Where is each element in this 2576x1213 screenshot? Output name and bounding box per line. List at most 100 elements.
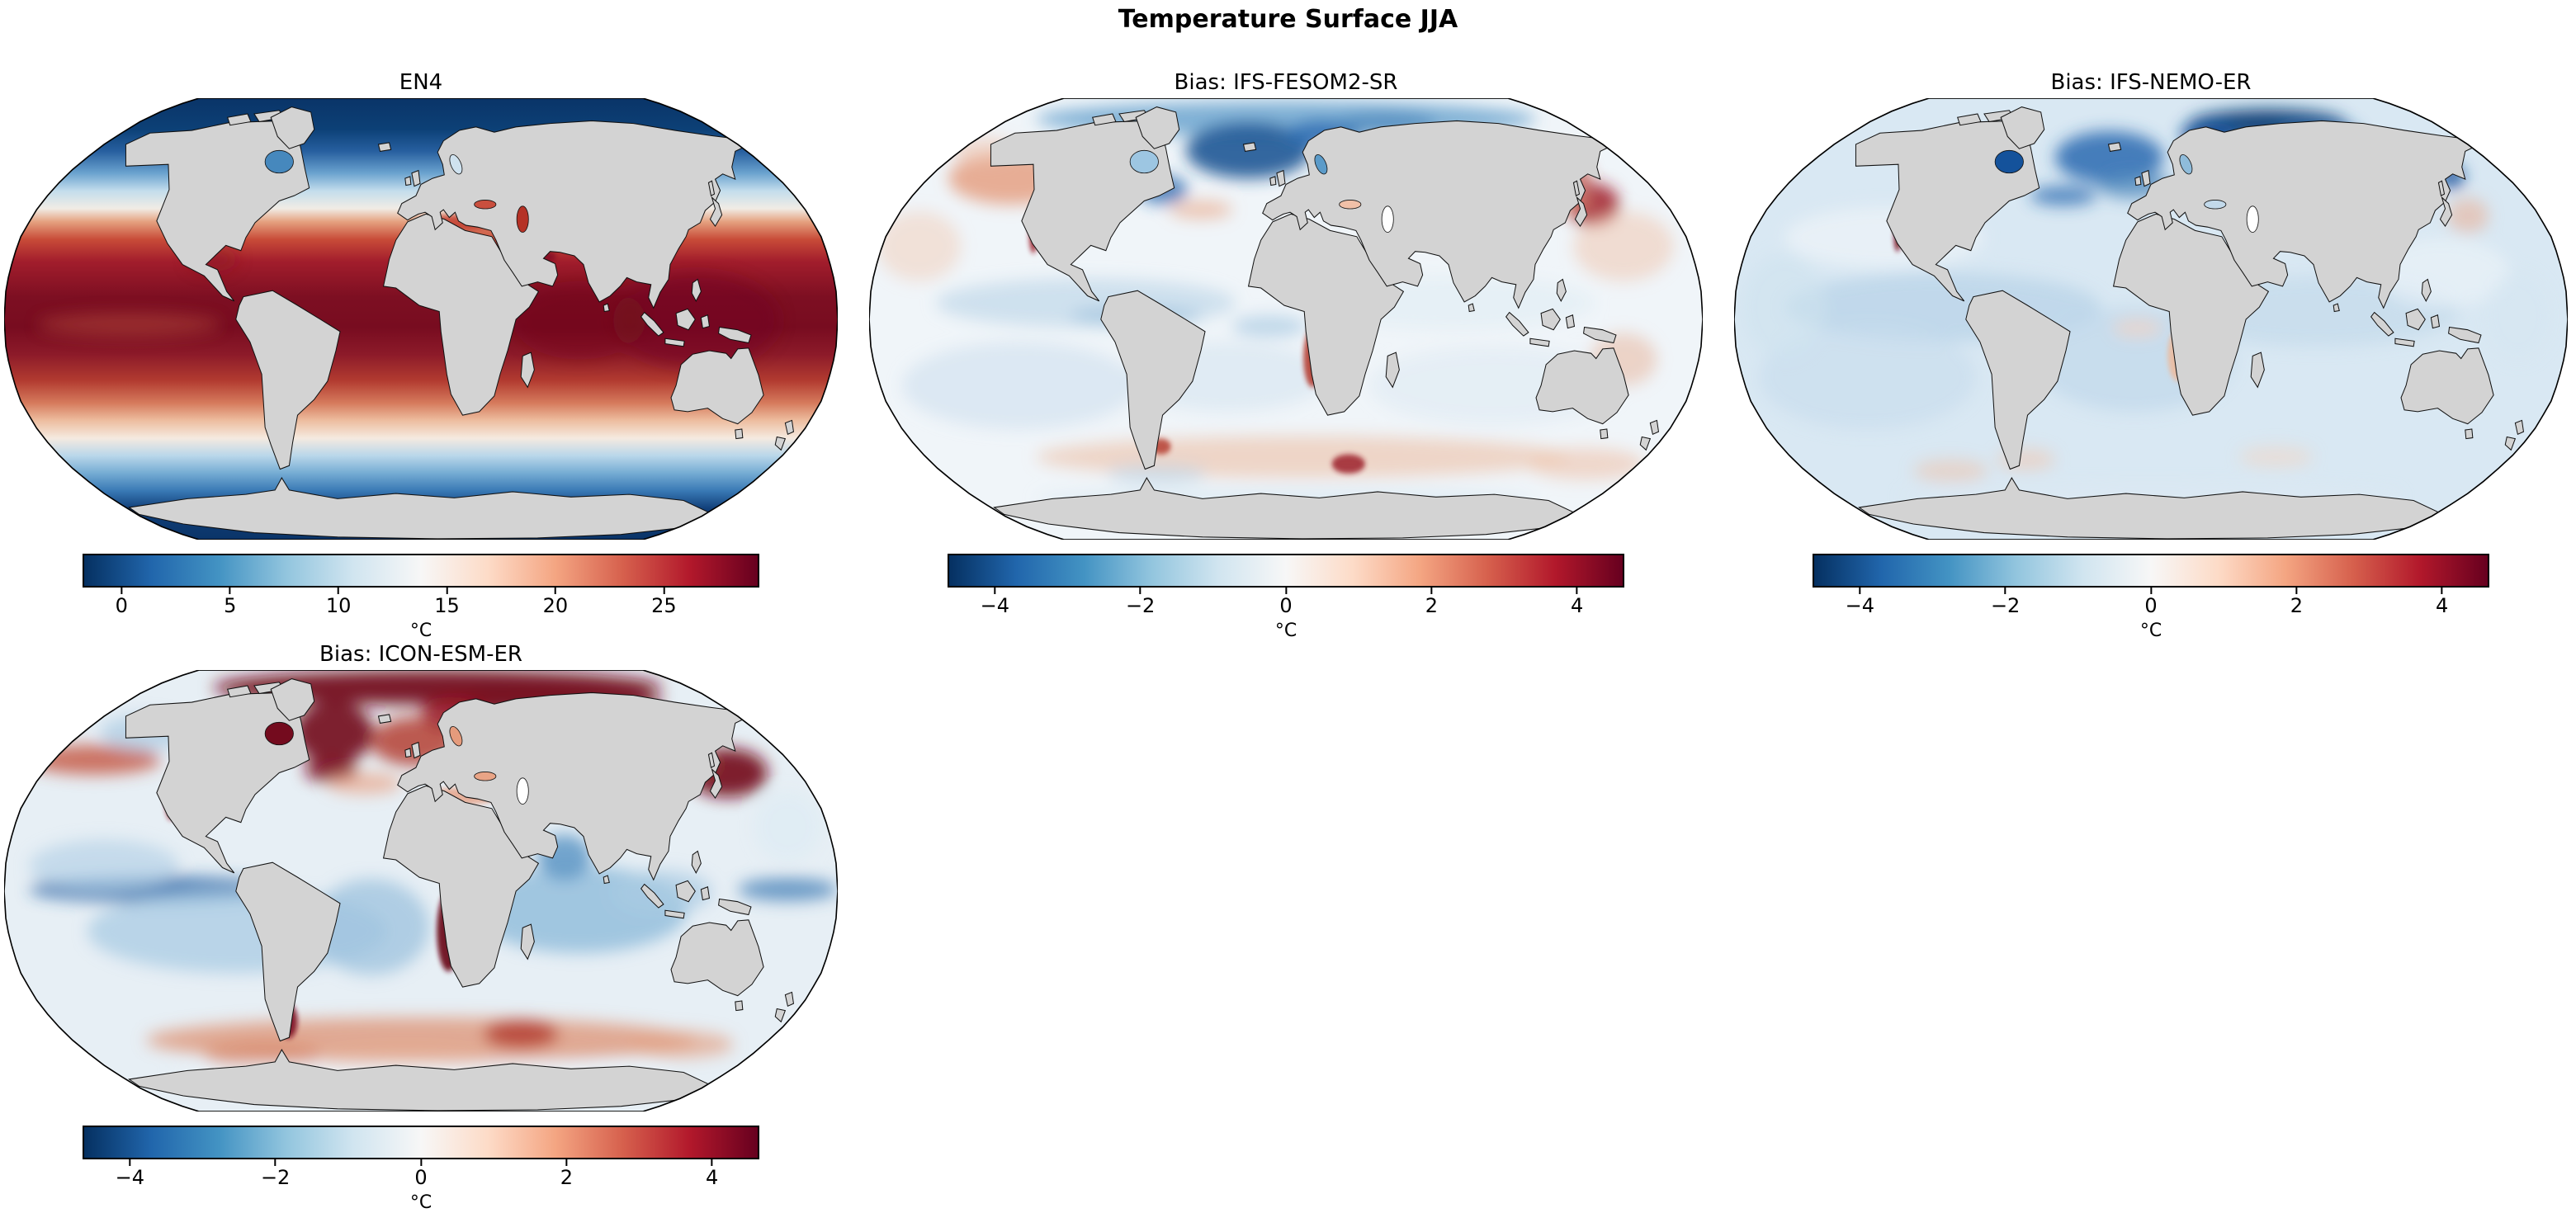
colorbar-tick: 4 [1571, 588, 1583, 618]
inland-seas [264, 149, 529, 233]
tick-mark [663, 588, 665, 594]
caspian-sea [516, 205, 529, 233]
colorbar-ticks-ifs-nemo-er: −4 −2 0 2 4 [1813, 588, 2489, 621]
tick-mark [1285, 588, 1287, 594]
colorbar-tick: −4 [116, 1159, 144, 1190]
tick-label: −4 [115, 1166, 144, 1189]
panel-ifs-fesom2-sr: Bias: IFS-FESOM2-SR [869, 70, 1703, 641]
map-icon-esm-er [4, 670, 838, 1112]
map-ifs-nemo-er [1734, 98, 2568, 540]
baltic-sea [449, 153, 463, 175]
hudson-bay [1129, 149, 1159, 174]
map-ifs-fesom2-sr [869, 98, 1703, 540]
inland-seas [1129, 149, 1394, 233]
colorbar-tick: 0 [1279, 588, 1293, 618]
tick-label: 4 [2436, 594, 2449, 617]
baltic-sea [449, 725, 463, 747]
colorbar-unit-ifs-fesom2-sr: °C [1274, 621, 1297, 641]
colorbar-gradient-ifs-fesom2-sr [948, 554, 1624, 588]
panel-en4: EN4 [4, 70, 838, 641]
tick-mark [446, 588, 448, 594]
colorbar-tick: −2 [261, 1159, 290, 1190]
tick-mark [229, 588, 231, 594]
colorbar-ticks-en4: 0 5 10 15 20 25 [83, 588, 759, 621]
black-sea [1339, 200, 1362, 210]
hudson-bay [264, 149, 294, 174]
tick-label: 5 [224, 594, 237, 617]
colorbar-tick: 0 [2144, 588, 2158, 618]
colorbar-tick: 4 [2436, 588, 2448, 618]
tick-mark [1139, 588, 1141, 594]
hudson-bay [264, 721, 294, 746]
tick-mark [2295, 588, 2298, 594]
tick-mark [711, 1159, 713, 1166]
colorbar-unit-en4: °C [409, 621, 432, 641]
colorbar-tick: 2 [2290, 588, 2303, 618]
tick-mark [338, 588, 340, 594]
colorbar-tick: −4 [1846, 588, 1874, 618]
hudson-bay [1994, 149, 2024, 174]
black-sea [474, 200, 497, 210]
colorbar-tick: 2 [560, 1159, 573, 1190]
colorbar-unit-ifs-nemo-er: °C [2139, 621, 2162, 641]
tick-mark [2150, 588, 2152, 594]
tick-mark [565, 1159, 568, 1166]
colorbar-ifs-fesom2-sr: −4 −2 0 2 4 °C [948, 554, 1624, 641]
panel-title-ifs-nemo-er: Bias: IFS-NEMO-ER [2050, 70, 2252, 95]
tick-label: 4 [706, 1166, 719, 1189]
colorbar-tick: −4 [981, 588, 1009, 618]
tick-label: 15 [434, 594, 460, 617]
colorbar-tick: 20 [543, 588, 568, 618]
tick-mark [554, 588, 556, 594]
tick-label: 0 [115, 594, 128, 617]
tick-label: 2 [560, 1166, 573, 1189]
tick-mark [2441, 588, 2443, 594]
colorbar-tick: 5 [224, 588, 236, 618]
tick-label: −4 [980, 594, 1009, 617]
panel-icon-esm-er: Bias: ICON-ESM-ER [4, 642, 838, 1213]
tick-mark [129, 1159, 131, 1166]
black-sea [2204, 200, 2227, 210]
black-sea [474, 772, 497, 781]
tick-label: −2 [260, 1166, 291, 1189]
caspian-sea [516, 777, 529, 805]
colorbar-tick: 4 [706, 1159, 718, 1190]
colorbar-ticks-ifs-fesom2-sr: −4 −2 0 2 4 [948, 588, 1624, 621]
tick-label: 4 [1571, 594, 1584, 617]
colorbar-tick: 0 [116, 588, 128, 618]
tick-label: −4 [1845, 594, 1874, 617]
map-en4 [4, 98, 838, 540]
colorbar-tick: 10 [326, 588, 351, 618]
panel-title-ifs-fesom2-sr: Bias: IFS-FESOM2-SR [1174, 70, 1398, 95]
tick-mark [121, 588, 123, 594]
colorbar-tick: 0 [414, 1159, 428, 1190]
caspian-sea [2246, 205, 2259, 233]
tick-label: 2 [1425, 594, 1438, 617]
tick-label: 0 [414, 1166, 428, 1189]
tick-label: 0 [2144, 594, 2158, 617]
inland-seas [1994, 149, 2259, 233]
baltic-sea [2179, 153, 2193, 175]
tick-mark [274, 1159, 277, 1166]
tick-label: 25 [651, 594, 677, 617]
tick-mark [1576, 588, 1578, 594]
colorbar-icon-esm-er: −4 −2 0 2 4 °C [83, 1126, 759, 1213]
panel-title-icon-esm-er: Bias: ICON-ESM-ER [319, 642, 522, 667]
tick-mark [1859, 588, 1861, 594]
tick-label: 0 [1279, 594, 1293, 617]
colorbar-tick: 25 [651, 588, 677, 618]
colorbar-unit-icon-esm-er: °C [409, 1192, 432, 1213]
tick-label: −2 [1125, 594, 1156, 617]
tick-mark [994, 588, 996, 594]
tick-label: 2 [2290, 594, 2303, 617]
baltic-sea [1314, 153, 1328, 175]
panel-title-en4: EN4 [399, 70, 443, 95]
colorbar-gradient-icon-esm-er [83, 1126, 759, 1159]
colorbar-tick: 2 [1425, 588, 1438, 618]
colorbar-tick: 15 [434, 588, 460, 618]
colorbar-tick: −2 [1126, 588, 1155, 618]
colorbar-en4: 0 5 10 15 20 25 °C [83, 554, 759, 641]
colorbar-tick: −2 [1991, 588, 2020, 618]
colorbar-gradient-en4 [83, 554, 759, 588]
colorbar-ticks-icon-esm-er: −4 −2 0 2 4 [83, 1159, 759, 1192]
